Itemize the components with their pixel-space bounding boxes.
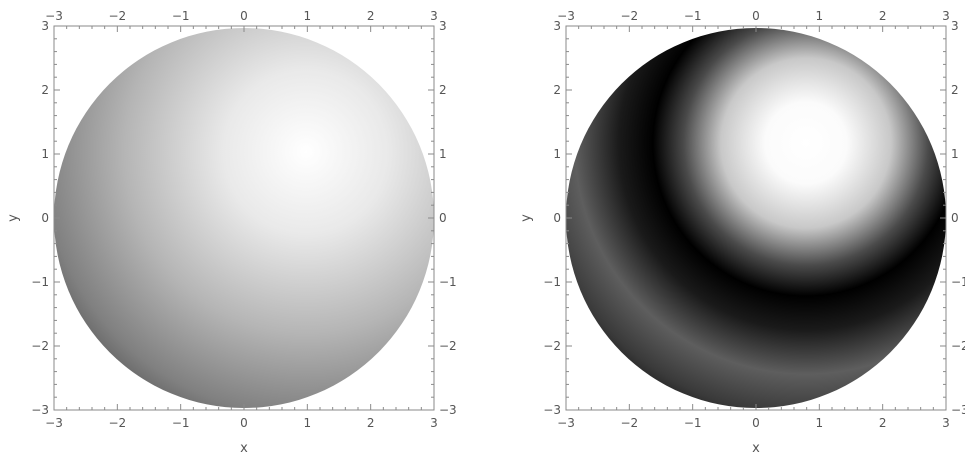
- y-tick-label-left: 2: [41, 83, 49, 97]
- x-tick-label-top: −1: [172, 9, 190, 23]
- y-tick-label-left: 1: [553, 147, 561, 161]
- x-tick-label-bottom: −2: [108, 416, 126, 430]
- y-tick-label-left: 0: [41, 211, 49, 225]
- x-tick-label-bottom: −3: [45, 416, 63, 430]
- x-tick-label-top: 1: [304, 9, 312, 23]
- y-tick-label-left: −3: [543, 403, 561, 417]
- x-tick-label-bottom: −2: [620, 416, 638, 430]
- x-tick-label-top: 0: [240, 9, 248, 23]
- y-tick-label-right: 1: [951, 147, 959, 161]
- x-tick-label-bottom: 3: [942, 416, 950, 430]
- x-tick-label-bottom: −1: [684, 416, 702, 430]
- y-tick-label-left: 0: [553, 211, 561, 225]
- x-tick-label-bottom: 3: [430, 416, 438, 430]
- y-tick-label-left: 1: [41, 147, 49, 161]
- y-tick-label-right: 0: [951, 211, 959, 225]
- x-tick-label-bottom: −3: [557, 416, 575, 430]
- x-axis-label-right: x: [752, 441, 760, 456]
- x-axis-label-left: x: [240, 441, 248, 456]
- x-tick-label-bottom: −1: [172, 416, 190, 430]
- x-tick-label-bottom: 0: [752, 416, 760, 430]
- y-tick-label-right: 0: [439, 211, 447, 225]
- x-tick-label-top: −1: [684, 9, 702, 23]
- y-tick-label-left: −2: [543, 339, 561, 353]
- y-tick-label-right: 3: [439, 19, 447, 33]
- x-tick-label-top: −3: [557, 9, 575, 23]
- x-tick-label-top: 3: [430, 9, 438, 23]
- y-tick-label-right: −3: [951, 403, 965, 417]
- y-tick-label-right: −2: [439, 339, 457, 353]
- x-tick-label-top: −2: [108, 9, 126, 23]
- x-tick-label-bottom: 1: [816, 416, 824, 430]
- y-tick-label-left: −2: [31, 339, 49, 353]
- y-tick-label-right: 2: [439, 83, 447, 97]
- heatmap-disk-left: [54, 28, 434, 408]
- y-tick-label-left: 3: [41, 19, 49, 33]
- y-tick-label-right: 2: [951, 83, 959, 97]
- y-axis-label-right: y: [519, 214, 534, 222]
- x-tick-label-top: 1: [816, 9, 824, 23]
- y-tick-label-left: −3: [31, 403, 49, 417]
- x-tick-label-bottom: 2: [879, 416, 887, 430]
- x-tick-label-top: −2: [620, 9, 638, 23]
- y-tick-label-right: −1: [439, 275, 457, 289]
- y-tick-label-left: 2: [553, 83, 561, 97]
- x-tick-label-top: 2: [367, 9, 375, 23]
- x-tick-label-top: 0: [752, 9, 760, 23]
- y-tick-label-right: −2: [951, 339, 965, 353]
- y-axis-label-left: y: [6, 214, 21, 222]
- y-tick-label-right: 1: [439, 147, 447, 161]
- y-tick-label-right: −1: [951, 275, 965, 289]
- heatmap-disk-right: [566, 28, 946, 408]
- y-tick-label-left: 3: [553, 19, 561, 33]
- y-tick-label-left: −1: [31, 275, 49, 289]
- y-tick-label-right: 3: [951, 19, 959, 33]
- x-tick-label-top: 3: [942, 9, 950, 23]
- x-tick-label-bottom: 1: [304, 416, 312, 430]
- y-tick-label-right: −3: [439, 403, 457, 417]
- x-tick-label-top: −3: [45, 9, 63, 23]
- x-tick-label-bottom: 0: [240, 416, 248, 430]
- x-tick-label-top: 2: [879, 9, 887, 23]
- x-tick-label-bottom: 2: [367, 416, 375, 430]
- y-tick-label-left: −1: [543, 275, 561, 289]
